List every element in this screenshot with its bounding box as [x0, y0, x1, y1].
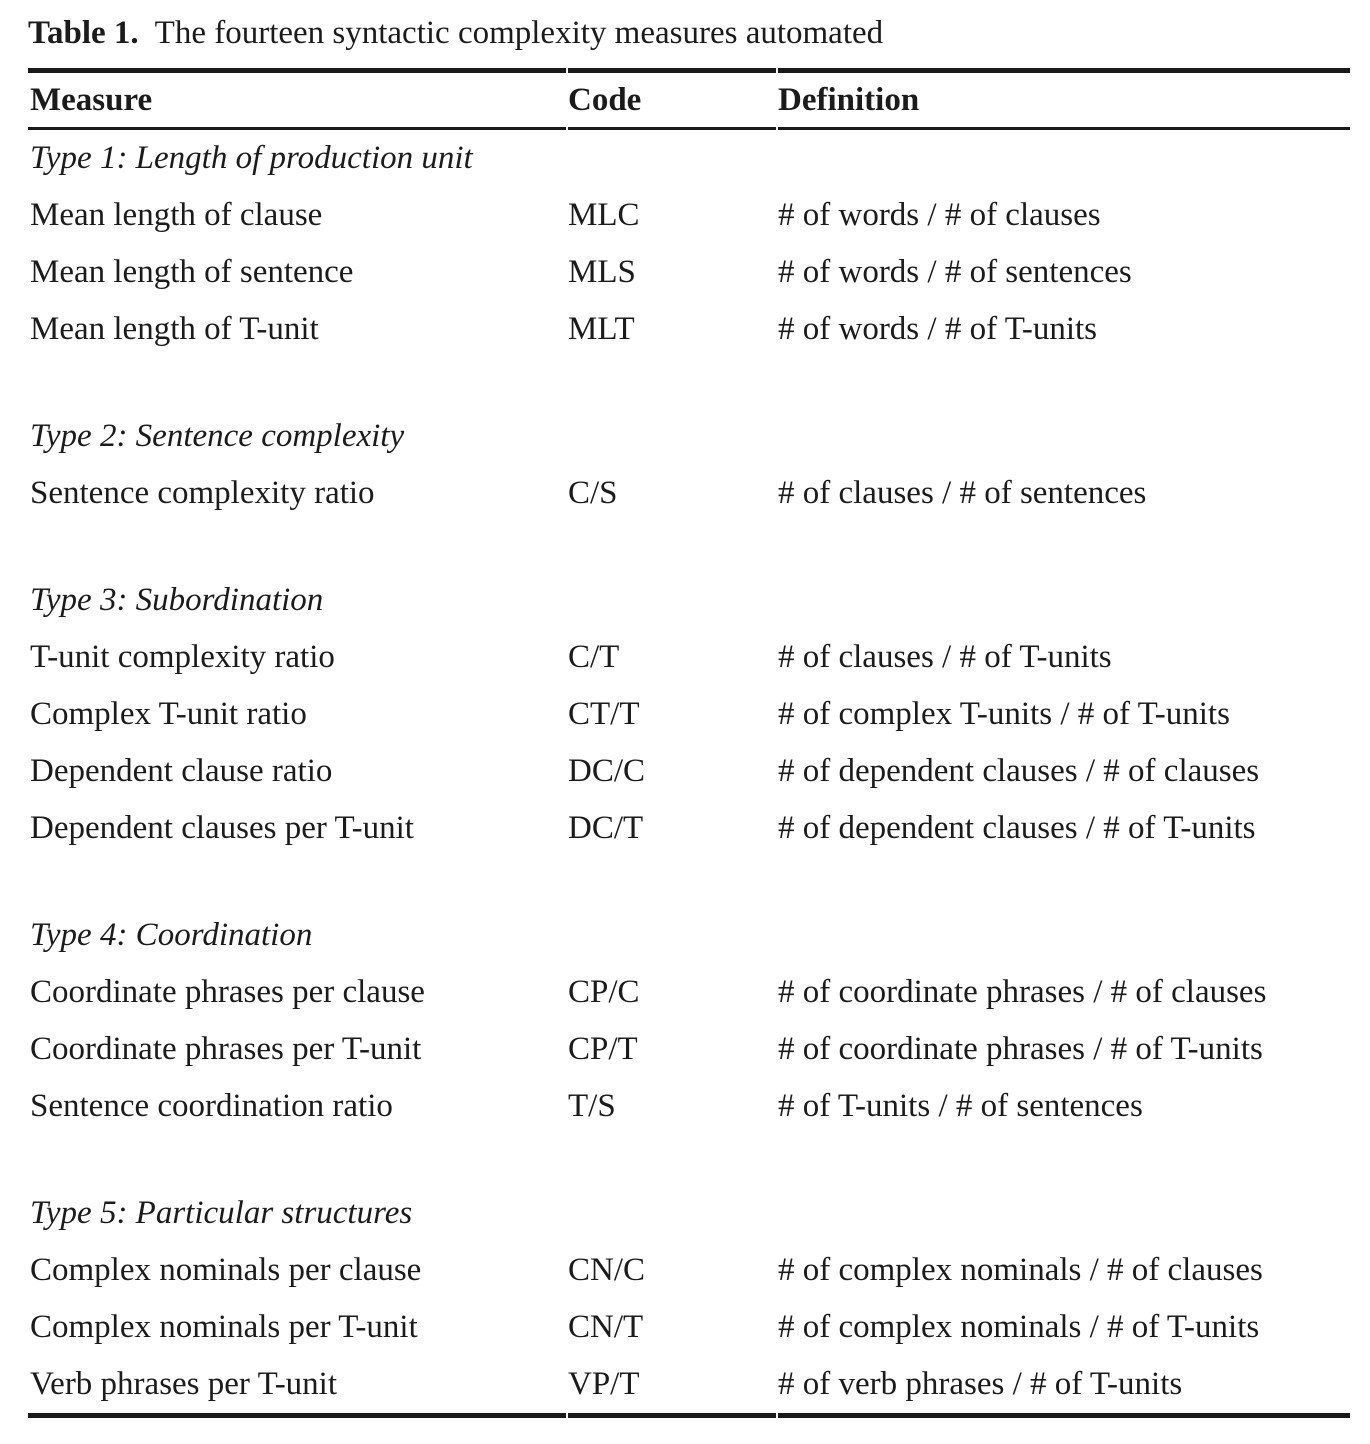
measure-cell: Complex T-unit ratio — [30, 696, 307, 732]
definition-cell: # of complex nominals / # of T-units — [778, 1309, 1260, 1345]
code-cell: VP/T — [568, 1366, 640, 1402]
definition-cell: # of words / # of clauses — [778, 197, 1101, 233]
table-row: T-unit complexity ratio C/T # of clauses… — [28, 629, 1350, 686]
code-cell: MLT — [568, 311, 635, 347]
table-row: Mean length of clause MLC # of words / #… — [28, 187, 1350, 244]
table-row: Coordinate phrases per clause CP/C # of … — [28, 964, 1350, 1021]
table-row: Complex T-unit ratio CT/T # of complex T… — [28, 686, 1350, 743]
rule-segment — [778, 1413, 1350, 1418]
spacer-cell — [568, 572, 776, 629]
code-cell: T/S — [568, 1088, 616, 1124]
spacer-cell — [778, 1185, 1350, 1242]
section-heading: Type 1: Length of production unit — [30, 140, 473, 176]
table-bottom-rule — [28, 1413, 1350, 1418]
definition-cell: # of dependent clauses / # of clauses — [778, 753, 1260, 789]
spacer-cell — [778, 907, 1350, 964]
code-cell: C/T — [568, 639, 620, 675]
definition-cell: # of words / # of T-units — [778, 311, 1098, 347]
measure-cell: Sentence complexity ratio — [30, 475, 375, 511]
section-gap — [28, 358, 1350, 408]
code-cell: DC/C — [568, 753, 646, 789]
table-caption: Table 1. The fourteen syntactic complexit… — [0, 0, 1370, 68]
table-header-row: Measure Code Definition — [28, 68, 1350, 130]
table-row: Mean length of T-unit MLT # of words / #… — [28, 301, 1350, 358]
definition-cell: # of words / # of sentences — [778, 254, 1132, 290]
table-row: Mean length of sentence MLS # of words /… — [28, 244, 1350, 301]
section-heading: Type 4: Coordination — [30, 917, 313, 953]
measures-table: Measure Code Definition Type 1: Length o… — [28, 68, 1350, 1418]
code-cell: C/S — [568, 475, 618, 511]
section-gap — [28, 857, 1350, 907]
spacer-cell — [568, 130, 776, 187]
spacer-cell — [778, 130, 1350, 187]
definition-cell: # of dependent clauses / # of T-units — [778, 810, 1256, 846]
table-row: Complex nominals per T-unit CN/T # of co… — [28, 1299, 1350, 1356]
definition-cell: # of complex T-units / # of T-units — [778, 696, 1230, 732]
column-header-code: Code — [568, 68, 776, 130]
spacer-cell — [778, 408, 1350, 465]
table-caption-label: Table 1. — [28, 15, 139, 51]
column-header-measure: Measure — [28, 68, 566, 130]
definition-cell: # of coordinate phrases / # of clauses — [778, 974, 1267, 1010]
measure-cell: Coordinate phrases per clause — [30, 974, 425, 1010]
table-row: Coordinate phrases per T-unit CP/T # of … — [28, 1021, 1350, 1078]
rule-segment — [568, 1413, 776, 1418]
code-cell: MLS — [568, 254, 636, 290]
table-row: Complex nominals per clause CN/C # of co… — [28, 1242, 1350, 1299]
spacer-cell — [568, 1185, 776, 1242]
table-row: Dependent clauses per T-unit DC/T # of d… — [28, 800, 1350, 857]
section-gap — [28, 1135, 1350, 1185]
section-heading: Type 3: Subordination — [30, 582, 324, 618]
spacer-cell — [568, 408, 776, 465]
spacer-cell — [568, 907, 776, 964]
table-row: Verb phrases per T-unit VP/T # of verb p… — [28, 1356, 1350, 1413]
definition-cell: # of coordinate phrases / # of T-units — [778, 1031, 1263, 1067]
measure-cell: Mean length of T-unit — [30, 311, 319, 347]
section-heading-row: Type 2: Sentence complexity — [28, 408, 1350, 465]
definition-cell: # of complex nominals / # of clauses — [778, 1252, 1263, 1288]
definition-cell: # of clauses / # of sentences — [778, 475, 1147, 511]
measure-cell: Verb phrases per T-unit — [30, 1366, 338, 1402]
definition-cell: # of T-units / # of sentences — [778, 1088, 1143, 1124]
column-header-definition: Definition — [778, 68, 1350, 130]
measure-cell: Mean length of sentence — [30, 254, 354, 290]
code-cell: CN/T — [568, 1309, 644, 1345]
table-row: Dependent clause ratio DC/C # of depende… — [28, 743, 1350, 800]
definition-cell: # of clauses / # of T-units — [778, 639, 1112, 675]
section-heading-row: Type 1: Length of production unit — [28, 130, 1350, 187]
measure-cell: Sentence coordination ratio — [30, 1088, 393, 1124]
rule-segment — [28, 1413, 566, 1418]
measure-cell: Dependent clauses per T-unit — [30, 810, 414, 846]
definition-cell: # of verb phrases / # of T-units — [778, 1366, 1183, 1402]
measure-cell: T-unit complexity ratio — [30, 639, 335, 675]
section-heading: Type 5: Particular structures — [30, 1195, 413, 1231]
table-caption-text: The fourteen syntactic complexity measur… — [154, 15, 884, 51]
code-cell: CP/C — [568, 974, 640, 1010]
section-heading-row: Type 4: Coordination — [28, 907, 1350, 964]
measure-cell: Coordinate phrases per T-unit — [30, 1031, 422, 1067]
section-heading: Type 2: Sentence complexity — [30, 418, 405, 454]
section-heading-row: Type 5: Particular structures — [28, 1185, 1350, 1242]
section-gap — [28, 522, 1350, 572]
measure-cell: Mean length of clause — [30, 197, 323, 233]
code-cell: DC/T — [568, 810, 644, 846]
table-row: Sentence complexity ratio C/S # of claus… — [28, 465, 1350, 522]
code-cell: CN/C — [568, 1252, 646, 1288]
code-cell: MLC — [568, 197, 640, 233]
code-cell: CP/T — [568, 1031, 638, 1067]
section-heading-row: Type 3: Subordination — [28, 572, 1350, 629]
measure-cell: Complex nominals per T-unit — [30, 1309, 418, 1345]
measure-cell: Complex nominals per clause — [30, 1252, 422, 1288]
code-cell: CT/T — [568, 696, 640, 732]
table-row: Sentence coordination ratio T/S # of T-u… — [28, 1078, 1350, 1135]
spacer-cell — [778, 572, 1350, 629]
measure-cell: Dependent clause ratio — [30, 753, 333, 789]
